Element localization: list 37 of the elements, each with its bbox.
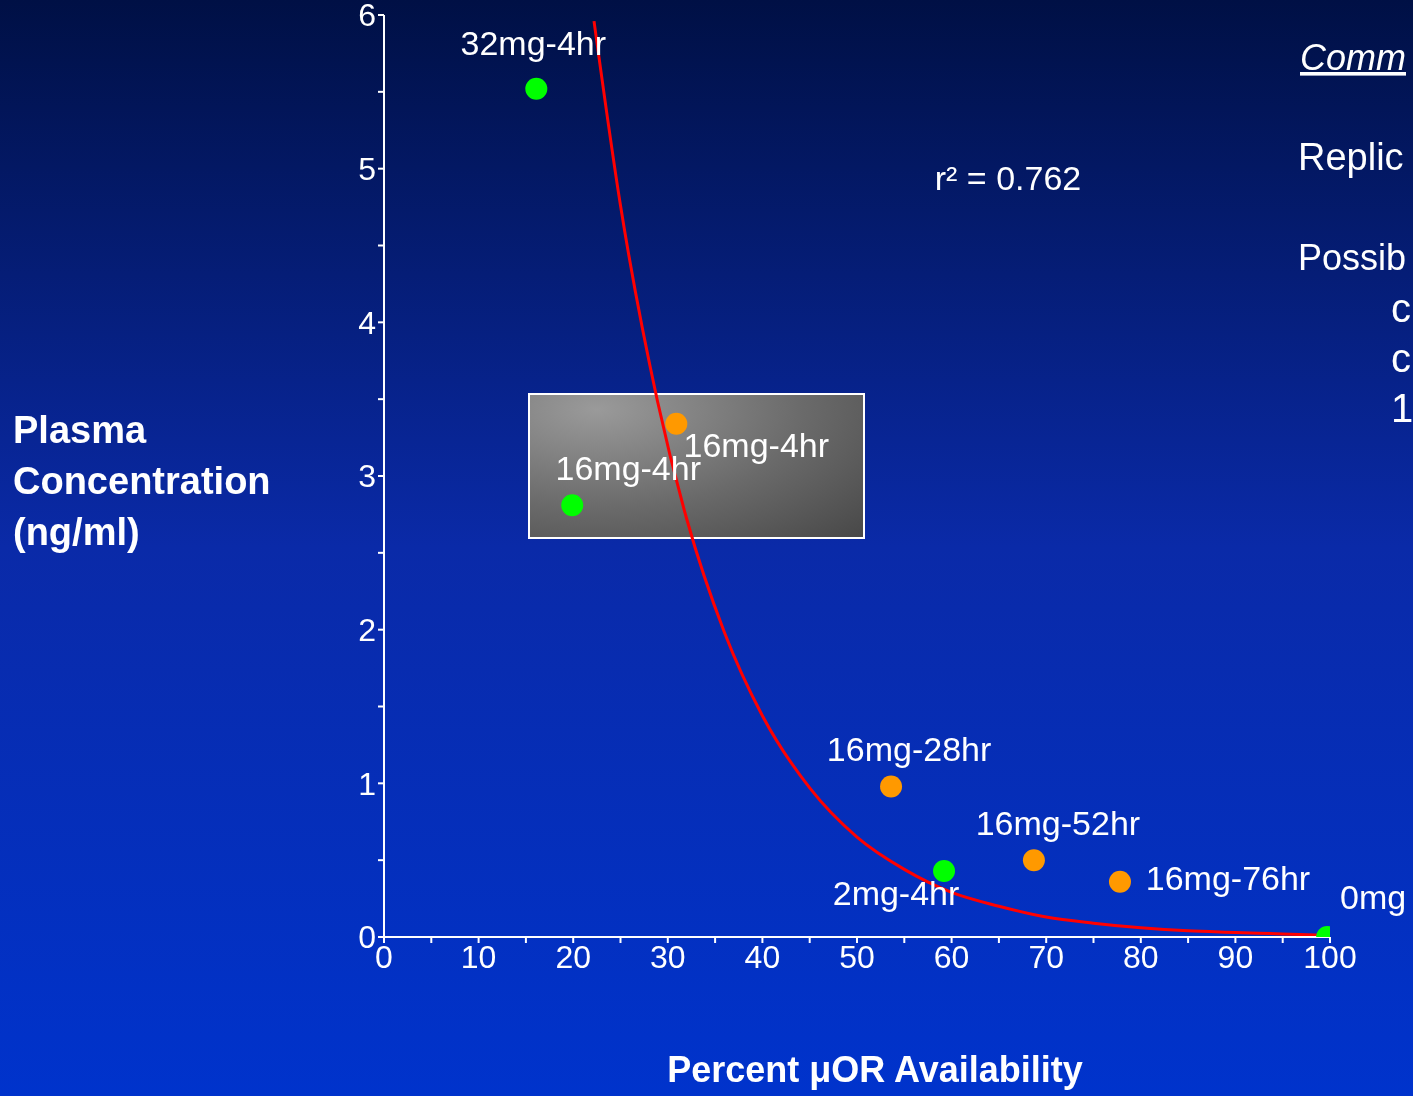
- annotation: 16mg-76hr: [1145, 858, 1311, 897]
- point: [561, 494, 584, 517]
- x-tick-label: 60: [933, 938, 970, 975]
- annotation: Possib: [1298, 237, 1407, 278]
- y-axis-title: Plasma Concentration (ng/ml): [13, 408, 272, 555]
- text: c: [1391, 336, 1411, 380]
- x-tick-label: 20: [555, 938, 591, 975]
- text: 1: [1391, 386, 1413, 430]
- y-tick-label: 6: [358, 0, 376, 34]
- annotation: r² = 0.762: [934, 159, 1082, 197]
- annotation: Comm: [1300, 37, 1406, 78]
- annotation: Replic: [1298, 136, 1404, 178]
- y-tick-label: 1: [358, 765, 376, 802]
- point: [1022, 849, 1045, 872]
- x-tick-label: 30: [650, 938, 686, 975]
- y-tick-label: 2: [358, 612, 376, 649]
- point: [665, 412, 688, 435]
- text: c: [1391, 286, 1411, 330]
- y-tick-label: 3: [358, 458, 376, 495]
- annotation: 16mg-28hr: [826, 730, 992, 769]
- x-axis-title: Percent μOR Availability: [667, 1049, 1083, 1090]
- x-tick-label: 100: [1303, 938, 1357, 975]
- point: [880, 775, 903, 798]
- x-tick-label: 90: [1217, 938, 1254, 975]
- y-tick-label: 4: [358, 304, 376, 341]
- x-tick-label: 50: [839, 938, 875, 975]
- x-tick-label: 40: [744, 938, 781, 975]
- annotation: 16mg-52hr: [975, 804, 1141, 843]
- x-tick-label: 70: [1028, 938, 1064, 975]
- x-tick-label: 10: [460, 938, 497, 975]
- y-tick-label: 5: [358, 151, 376, 188]
- x-tick-label: 80: [1123, 938, 1159, 975]
- annotation: 2mg-4hr: [832, 873, 960, 912]
- point: [525, 77, 548, 100]
- point: [933, 859, 956, 882]
- annotation: 0mg: [1340, 878, 1407, 916]
- point: [1108, 870, 1131, 893]
